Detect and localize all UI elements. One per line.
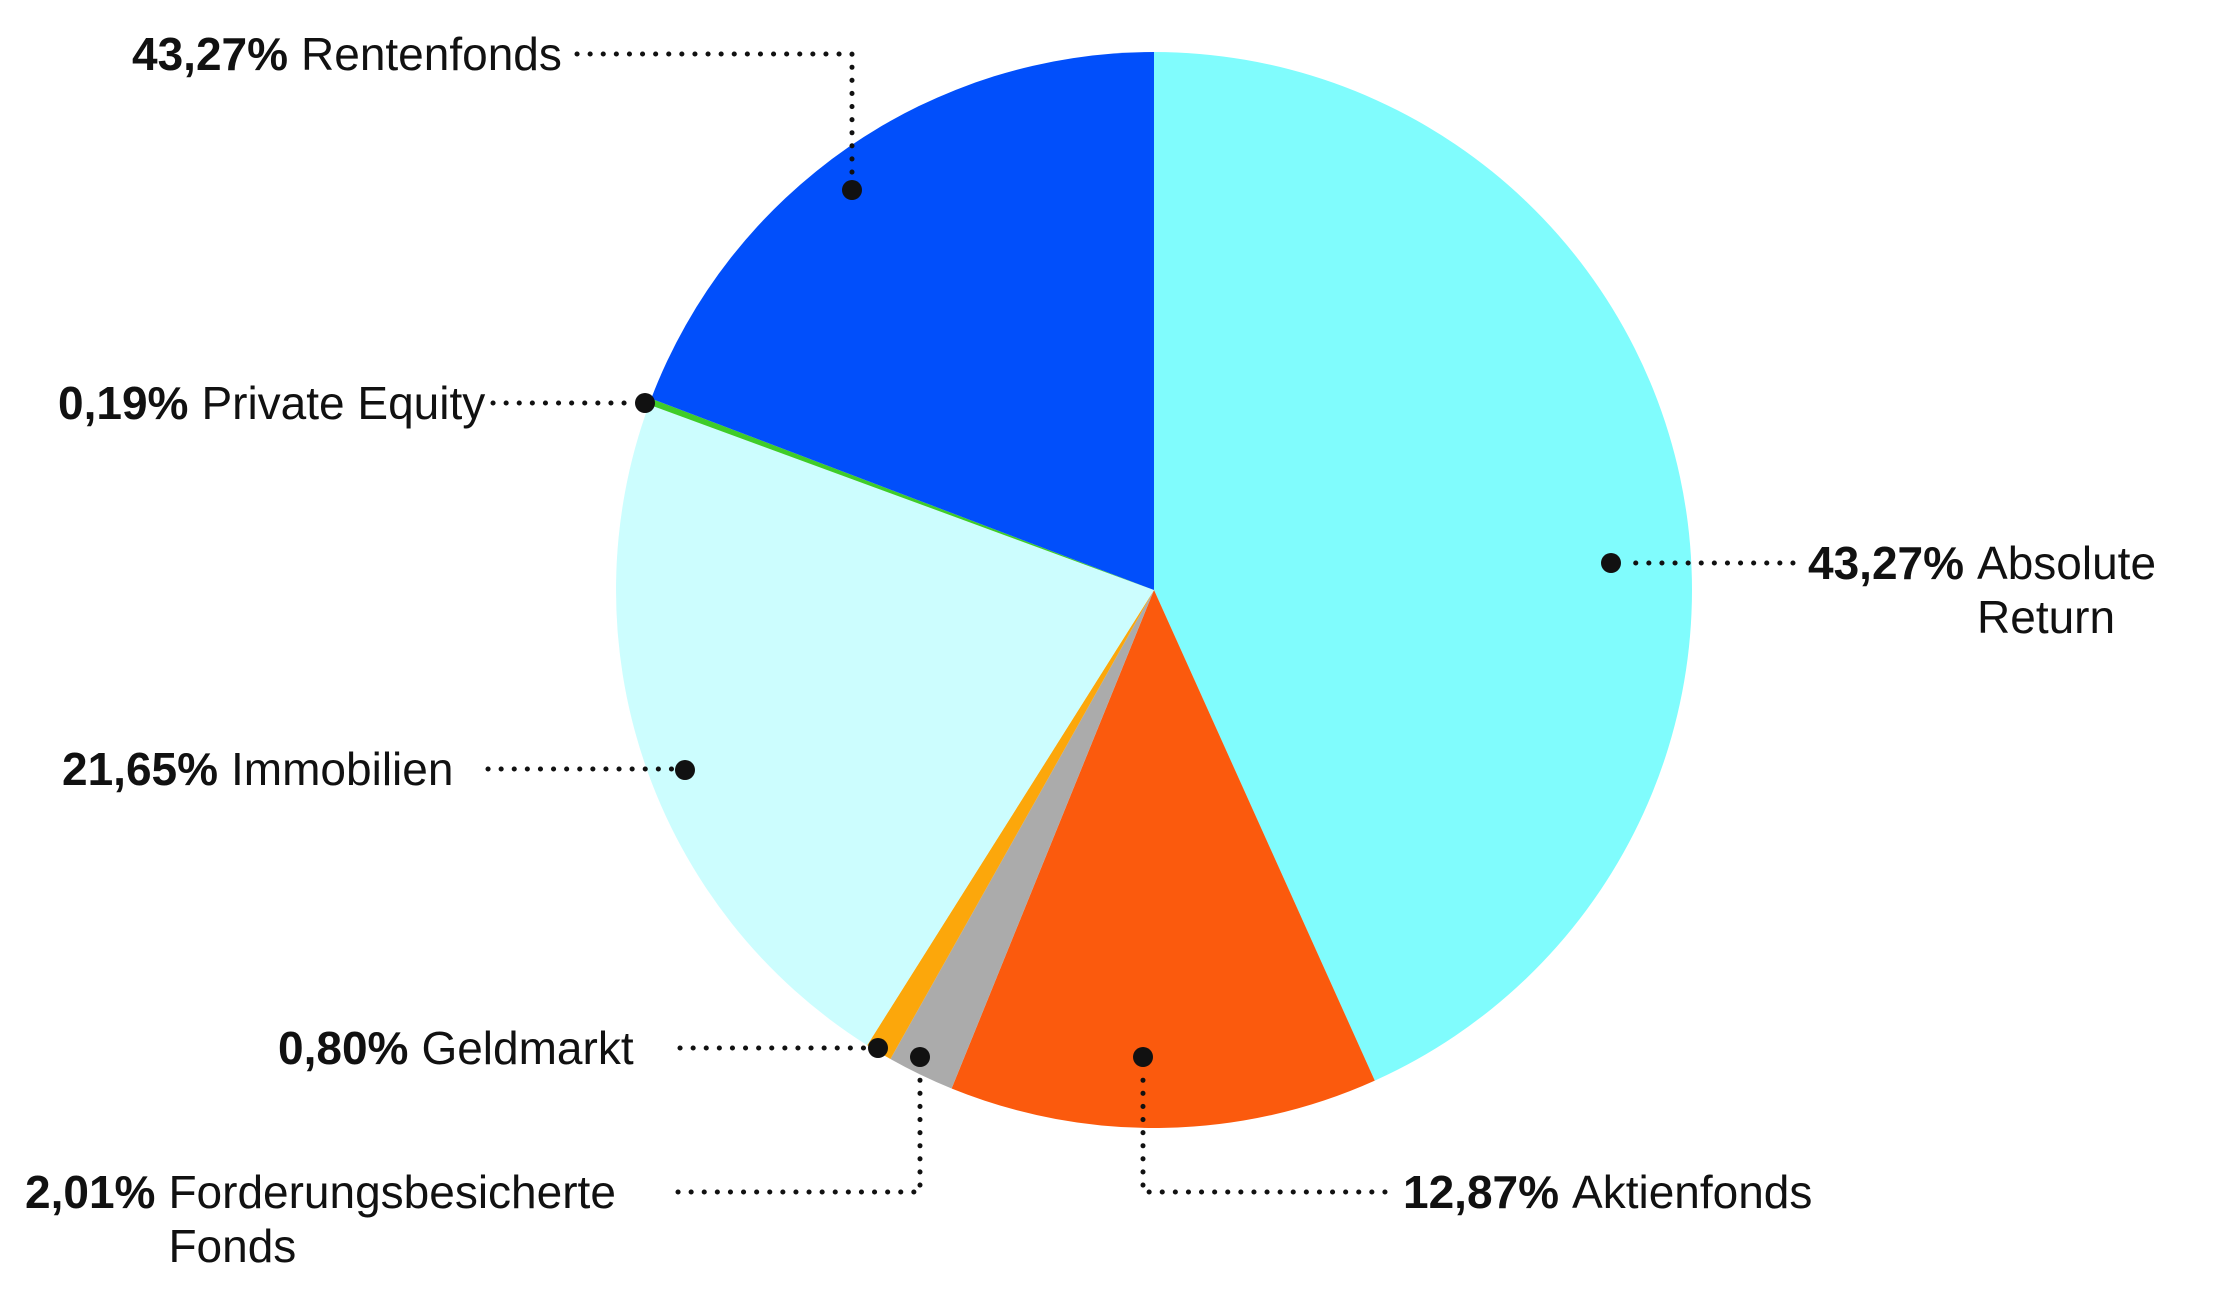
callout-dot-geldmarkt: [868, 1038, 888, 1058]
label-aktienfonds-name: Aktienfonds: [1572, 1166, 1813, 1218]
label-aktienfonds-pct: 12,87%: [1403, 1166, 1560, 1218]
label-forderungsbesicherte-fonds: 2,01% Forderungsbesicherte Fonds: [25, 1165, 616, 1273]
callout-dot-private-equity: [635, 393, 655, 413]
label-geldmarkt-name: Geldmarkt: [421, 1022, 634, 1074]
leader-line-aktienfonds: [1140, 1066, 1388, 1195]
callout-leader-lines: [485, 51, 1796, 1195]
label-forderungsbesicherte-fonds-pct: 2,01%: [25, 1166, 156, 1218]
pie-slice-rentenfonds: [651, 52, 1154, 590]
callout-dot-forderungsbesicherte-fonds: [910, 1047, 930, 1067]
pie-slice-geldmarkt: [867, 590, 1154, 1059]
leader-line-forderungsbesicherte-fonds: [675, 1066, 923, 1195]
pie-slice-forderungsbesicherte-fonds: [890, 590, 1154, 1089]
label-rentenfonds: 43,27% Rentenfonds: [132, 27, 562, 81]
label-aktienfonds: 12,87% Aktienfonds: [1403, 1165, 1812, 1219]
label-immobilien-name: Immobilien: [231, 743, 454, 795]
label-geldmarkt: 0,80% Geldmarkt: [278, 1021, 634, 1075]
label-immobilien: 21,65% Immobilien: [62, 742, 453, 796]
callout-dot-absolute-return: [1601, 553, 1621, 573]
label-private-equity-name: Private Equity: [201, 377, 486, 429]
label-absolute-return: 43,27% Absolute Return: [1808, 536, 2156, 644]
pie-slice-immobilien: [616, 404, 1154, 1046]
pie-slices: [616, 52, 1692, 1129]
label-rentenfonds-name: Rentenfonds: [301, 28, 562, 80]
label-private-equity-pct: 0,19%: [58, 377, 189, 429]
label-rentenfonds-pct: 43,27%: [132, 28, 289, 80]
label-forderungsbesicherte-fonds-name: Forderungsbesicherte Fonds: [168, 1166, 616, 1272]
callout-dot-immobilien: [675, 760, 695, 780]
callout-dot-rentenfonds: [842, 180, 862, 200]
label-private-equity: 0,19% Private Equity: [58, 376, 485, 430]
callout-dot-aktienfonds: [1133, 1047, 1153, 1067]
pie-slice-aktienfonds: [951, 590, 1375, 1129]
label-immobilien-pct: 21,65%: [62, 743, 219, 795]
leader-line-rentenfonds: [574, 51, 855, 181]
label-absolute-return-pct: 43,27%: [1808, 537, 1965, 589]
pie-slice-absolute-return: [1154, 52, 1692, 1081]
pie-slice-private-equity: [649, 398, 1154, 590]
label-geldmarkt-pct: 0,80%: [278, 1022, 409, 1074]
label-absolute-return-name: Absolute Return: [1977, 537, 2157, 643]
